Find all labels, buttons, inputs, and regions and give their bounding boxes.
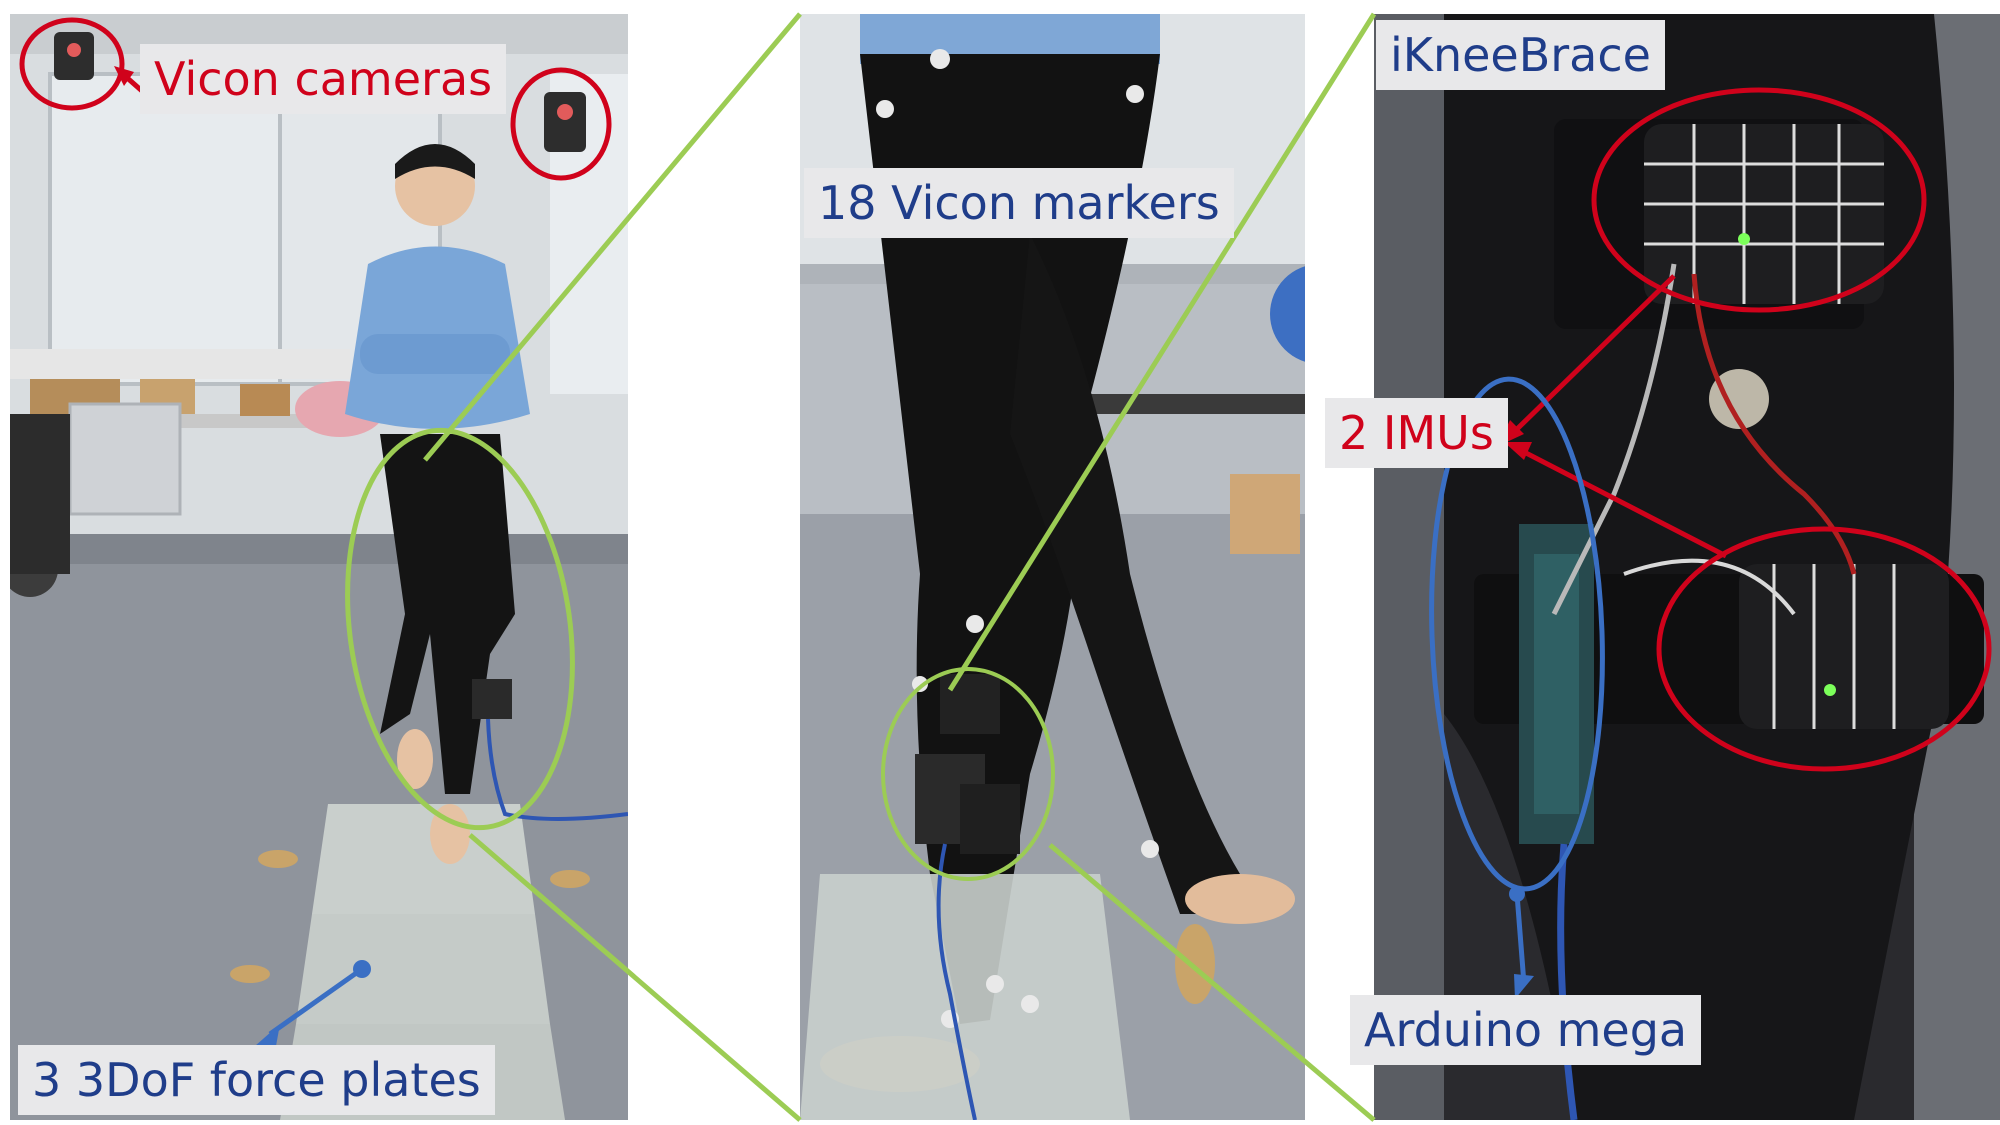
arduino-label: Arduino mega [1350, 995, 1702, 1065]
force-plates-label: 3 3DoF force plates [18, 1045, 495, 1115]
brace-closeup-photo [1374, 14, 2000, 1120]
ikneebrace-label: iKneeBrace [1376, 20, 1665, 90]
imus-label: 2 IMUs [1325, 398, 1508, 468]
vicon-markers-label: 18 Vicon markers [804, 168, 1234, 238]
vicon-cameras-label: Vicon cameras [140, 44, 507, 114]
lab-overview-photo [10, 14, 628, 1120]
